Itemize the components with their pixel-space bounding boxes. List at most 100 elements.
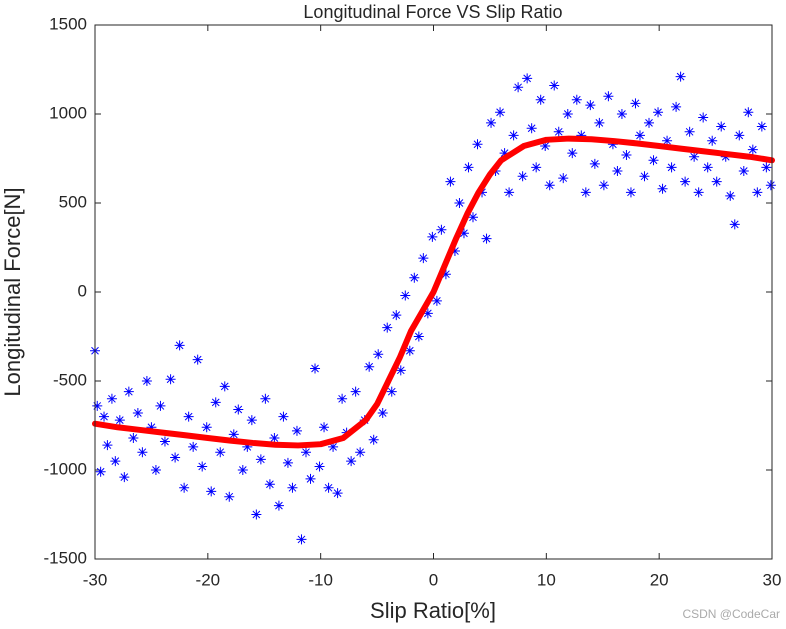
scatter-point	[377, 408, 388, 419]
scatter-point	[454, 198, 465, 208]
scatter-point	[197, 461, 208, 472]
scatter-point	[689, 151, 700, 162]
scatter-point	[522, 73, 533, 84]
scatter-point	[395, 365, 406, 376]
scatter-point	[671, 101, 682, 112]
scatter-point	[228, 429, 239, 440]
scatter-point	[648, 155, 659, 166]
scatter-point	[535, 94, 546, 105]
scatter-point	[391, 310, 402, 321]
scatter-point	[386, 386, 397, 397]
scatter-point	[544, 180, 555, 191]
scatter-point	[449, 246, 460, 257]
y-tick-label: -500	[53, 370, 87, 389]
scatter-point	[246, 415, 257, 426]
scatter-point	[589, 158, 600, 169]
scatter-point	[531, 162, 542, 173]
scatter-point	[328, 441, 339, 452]
scatter-point	[119, 472, 130, 483]
scatter-point	[567, 148, 578, 159]
y-tick-label: 1500	[49, 14, 87, 33]
scatter-point	[350, 386, 361, 397]
scatter-point	[431, 295, 442, 306]
scatter-point	[179, 482, 190, 493]
scatter-point	[580, 187, 591, 198]
scatter-point	[458, 228, 469, 239]
scatter-point	[716, 121, 727, 132]
scatter-point	[114, 415, 125, 426]
scatter-point	[282, 457, 293, 468]
scatter-point	[499, 148, 510, 159]
x-tick-label: -10	[308, 570, 333, 589]
scatter-point	[300, 447, 311, 458]
y-tick-label: -1500	[44, 548, 87, 567]
x-tick-label: 0	[429, 570, 438, 589]
y-axis-label: Longitudinal Force[N]	[0, 187, 25, 396]
scatter-point	[242, 441, 253, 452]
scatter-point	[382, 322, 393, 333]
x-tick-label: -20	[196, 570, 221, 589]
scatter-point	[603, 91, 614, 102]
scatter-point	[729, 219, 740, 230]
plot-frame	[94, 24, 773, 560]
scatter-point	[183, 411, 194, 422]
scatter-point	[747, 144, 758, 155]
scatter-point	[368, 434, 379, 445]
scatter-point	[92, 400, 103, 411]
scatter-point	[526, 123, 537, 134]
scatter-point	[558, 173, 569, 184]
scatter-point	[255, 454, 266, 465]
scatter-point	[625, 187, 636, 198]
scatter-point	[192, 354, 203, 365]
scatter-point	[662, 135, 673, 146]
scatter-point	[413, 331, 424, 342]
scatter-point	[137, 447, 148, 458]
watermark: CSDN @CodeCar	[682, 607, 780, 621]
scatter-point	[680, 176, 691, 187]
scatter-point	[598, 180, 609, 191]
scatter-point	[422, 308, 433, 319]
scatter-point	[562, 109, 573, 119]
scatter-point	[128, 432, 139, 443]
scatter-point	[102, 440, 113, 451]
scatter-point	[508, 130, 519, 141]
scatter-point	[141, 376, 152, 386]
scatter-point	[150, 465, 161, 475]
scatter-point	[702, 162, 713, 173]
scatter-point	[337, 393, 348, 404]
scatter-point	[630, 98, 641, 109]
x-tick-label: 30	[763, 570, 782, 589]
scatter-point	[594, 117, 605, 128]
scatter-point	[517, 171, 528, 182]
scatter-point	[486, 117, 497, 128]
scatter-point	[110, 456, 121, 467]
scatter-point	[95, 466, 106, 477]
scatter-point	[355, 447, 366, 458]
scatter-point	[233, 404, 244, 415]
scatter-point	[237, 465, 248, 475]
scatter-point	[224, 491, 235, 502]
scatter-point	[634, 130, 645, 141]
scatter-point	[206, 486, 217, 497]
scatter-point	[540, 141, 551, 152]
scatter-point	[734, 130, 745, 141]
scatter-point	[711, 176, 722, 187]
scatter-point	[210, 397, 221, 408]
scatter-point	[409, 272, 420, 283]
y-tick-label: 0	[78, 281, 87, 300]
scatter-point	[585, 100, 596, 111]
scatter-point	[666, 162, 677, 173]
scatter-point	[165, 374, 176, 385]
scatter-point	[215, 447, 226, 458]
scatter-point	[616, 109, 627, 119]
scatter-point	[251, 509, 262, 520]
scatter-point	[698, 112, 709, 123]
scatter-point	[427, 231, 438, 242]
scatter-point	[612, 165, 623, 176]
scatter-point	[269, 432, 280, 443]
scatter-point	[607, 139, 618, 150]
scatter-point	[653, 107, 664, 118]
scatter-point	[418, 253, 429, 264]
scatter-point	[264, 479, 275, 490]
